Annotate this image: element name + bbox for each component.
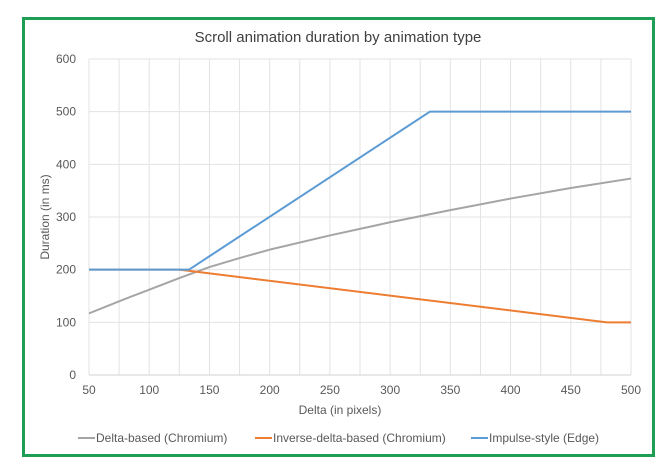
y-tick-label: 0 — [69, 368, 76, 382]
y-tick-label: 100 — [56, 315, 76, 329]
legend-label: Impulse-style (Edge) — [489, 431, 599, 445]
chart-title: Scroll animation duration by animation t… — [195, 29, 482, 46]
series-lines — [88, 110, 632, 324]
legend-item: Impulse-style (Edge) — [471, 431, 599, 445]
y-axis-ticks: 0 100 200 300 400 500 600 — [56, 52, 76, 382]
x-tick-label: 250 — [320, 383, 340, 397]
y-tick-label: 400 — [56, 157, 76, 171]
y-tick-label: 300 — [56, 210, 76, 224]
x-axis-label: Delta (in pixels) — [299, 403, 382, 417]
legend: Delta-based (Chromium) Inverse-delta-base… — [78, 431, 599, 445]
y-tick-label: 600 — [56, 52, 76, 66]
x-tick-label: 450 — [561, 383, 581, 397]
x-tick-label: 300 — [380, 383, 400, 397]
x-tick-label: 50 — [82, 383, 96, 397]
y-tick-label: 200 — [56, 263, 76, 277]
x-tick-label: 200 — [260, 383, 280, 397]
legend-label: Inverse-delta-based (Chromium) — [273, 431, 446, 445]
x-axis-ticks: 50 100 150 200 250 300 350 400 450 500 — [82, 383, 641, 397]
chart-frame — [22, 17, 655, 457]
series-line — [89, 110, 631, 271]
legend-item: Delta-based (Chromium) — [78, 431, 227, 445]
x-tick-label: 100 — [139, 383, 159, 397]
x-tick-label: 500 — [621, 383, 641, 397]
y-axis-label: Duration (in ms) — [38, 174, 52, 259]
x-tick-label: 400 — [501, 383, 521, 397]
series-line — [88, 177, 632, 315]
x-tick-label: 350 — [440, 383, 460, 397]
gridlines — [88, 58, 632, 376]
x-tick-label: 150 — [199, 383, 219, 397]
y-tick-label: 500 — [56, 105, 76, 119]
legend-label: Delta-based (Chromium) — [96, 431, 227, 445]
legend-item: Inverse-delta-based (Chromium) — [255, 431, 446, 445]
